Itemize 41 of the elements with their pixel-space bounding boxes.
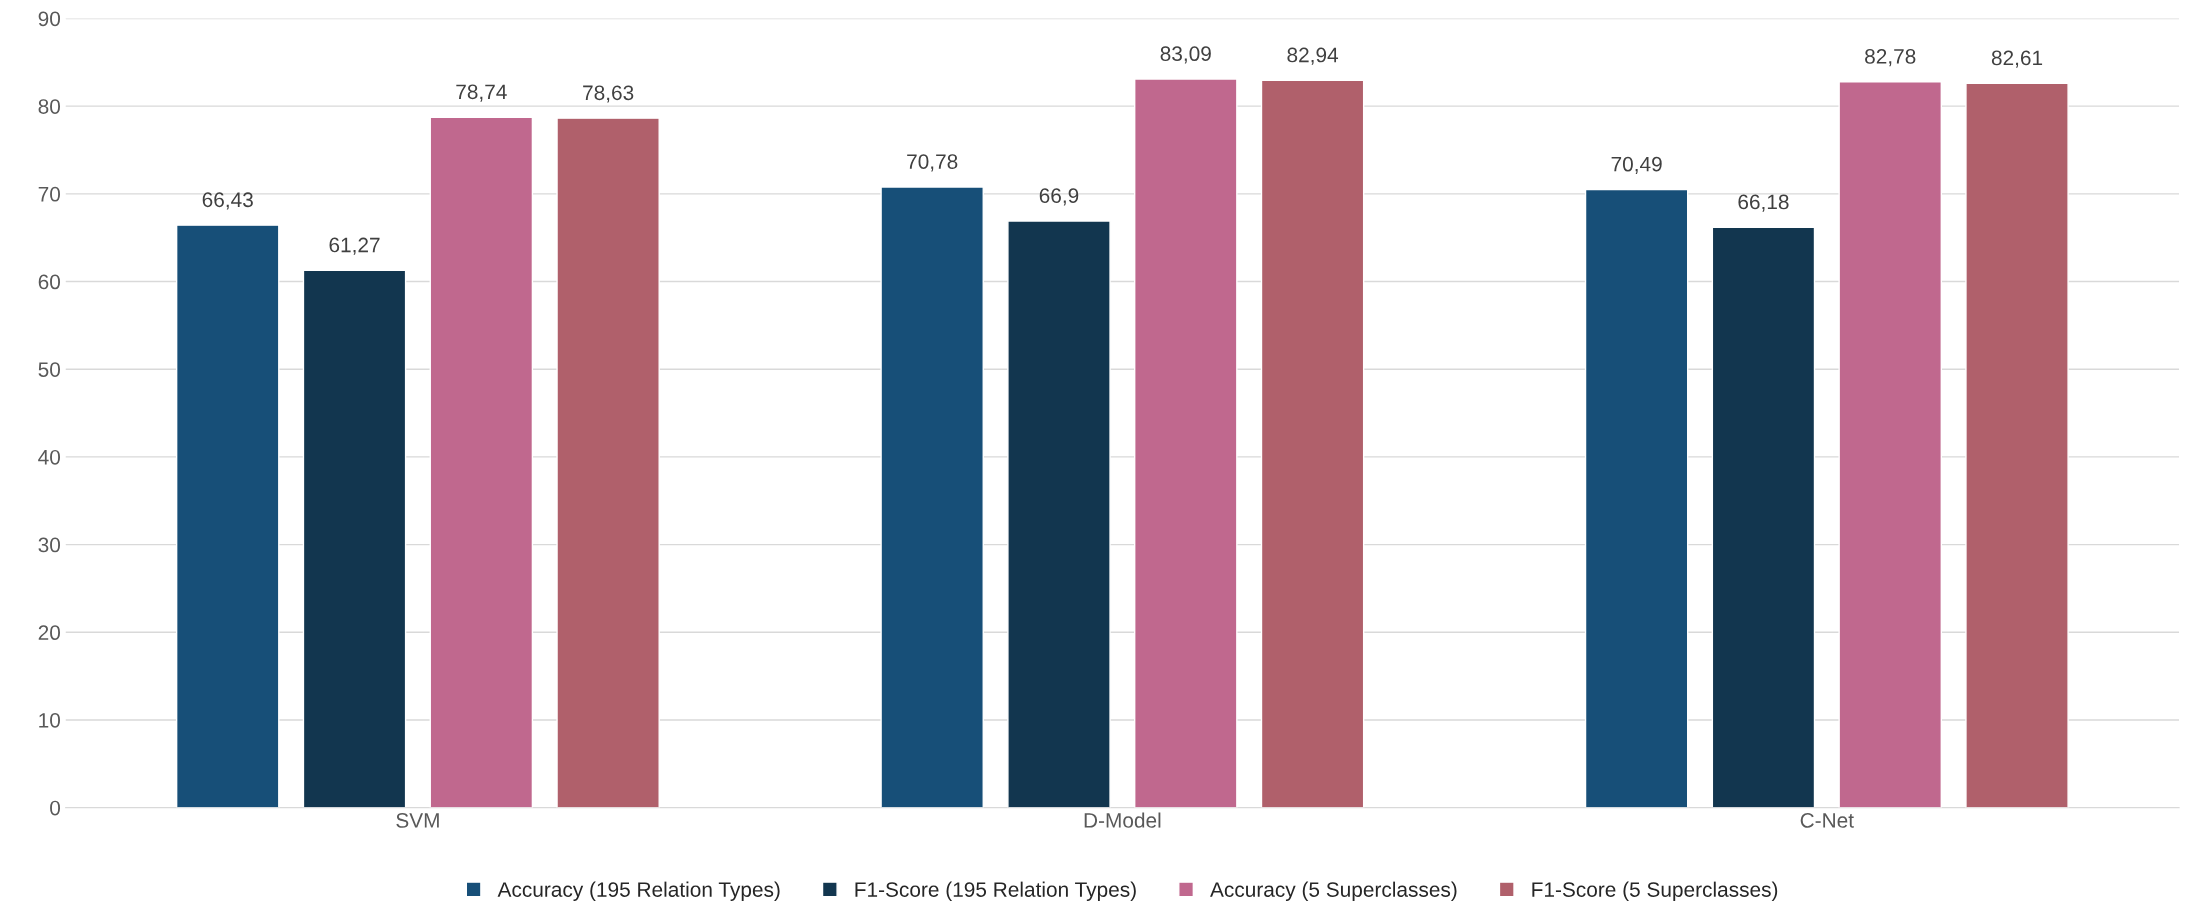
data-label: 82,94 [1287,47,1339,65]
x-tick-label: C-Net [1800,813,1854,828]
y-tick-label: 50 [38,362,61,377]
legend-label: F1-Score (195 Relation Types) [855,881,1136,902]
data-label: 83,09 [1160,46,1211,64]
bar [1007,220,1111,808]
data-label: 70,78 [907,154,958,172]
data-label: 66,9 [1039,188,1079,206]
bar [302,269,407,808]
bar [1134,78,1238,808]
y-tick-label: 80 [38,99,61,114]
data-label: 78,74 [456,84,507,102]
y-tick-label: 70 [38,186,61,202]
x-tick-label: SVM [396,813,439,828]
y-tick-label: 30 [38,537,61,553]
bar [429,116,534,808]
bar [1965,82,2069,808]
data-label: 66,43 [202,192,253,210]
bar [880,186,984,808]
bar [1584,188,1689,808]
y-tick-label: 0 [50,800,61,816]
y-tick-label: 60 [38,274,61,290]
data-label: 82,61 [1991,50,2043,68]
data-label: 66,18 [1738,194,1789,212]
legend-label: Accuracy (195 Relation Types) [497,881,780,902]
bar [175,224,280,808]
legend-label: F1-Score (5 Superclasses) [1532,881,1778,902]
y-tick-label: 40 [38,449,61,465]
legend-label: Accuracy (5 Superclasses) [1210,881,1457,902]
data-label: 70,49 [1611,156,1662,174]
y-tick-label: 20 [38,625,61,641]
bar [1260,79,1365,808]
data-label: 78,63 [583,85,634,103]
bar [1838,81,1942,808]
data-label: 82,78 [1865,49,1916,67]
bar [1711,226,1816,808]
bar [556,117,660,808]
data-label: 61,27 [329,237,380,255]
y-tick-label: 10 [39,712,61,728]
x-tick-label: D-Model [1084,812,1161,828]
y-tick-label: 90 [38,11,61,27]
